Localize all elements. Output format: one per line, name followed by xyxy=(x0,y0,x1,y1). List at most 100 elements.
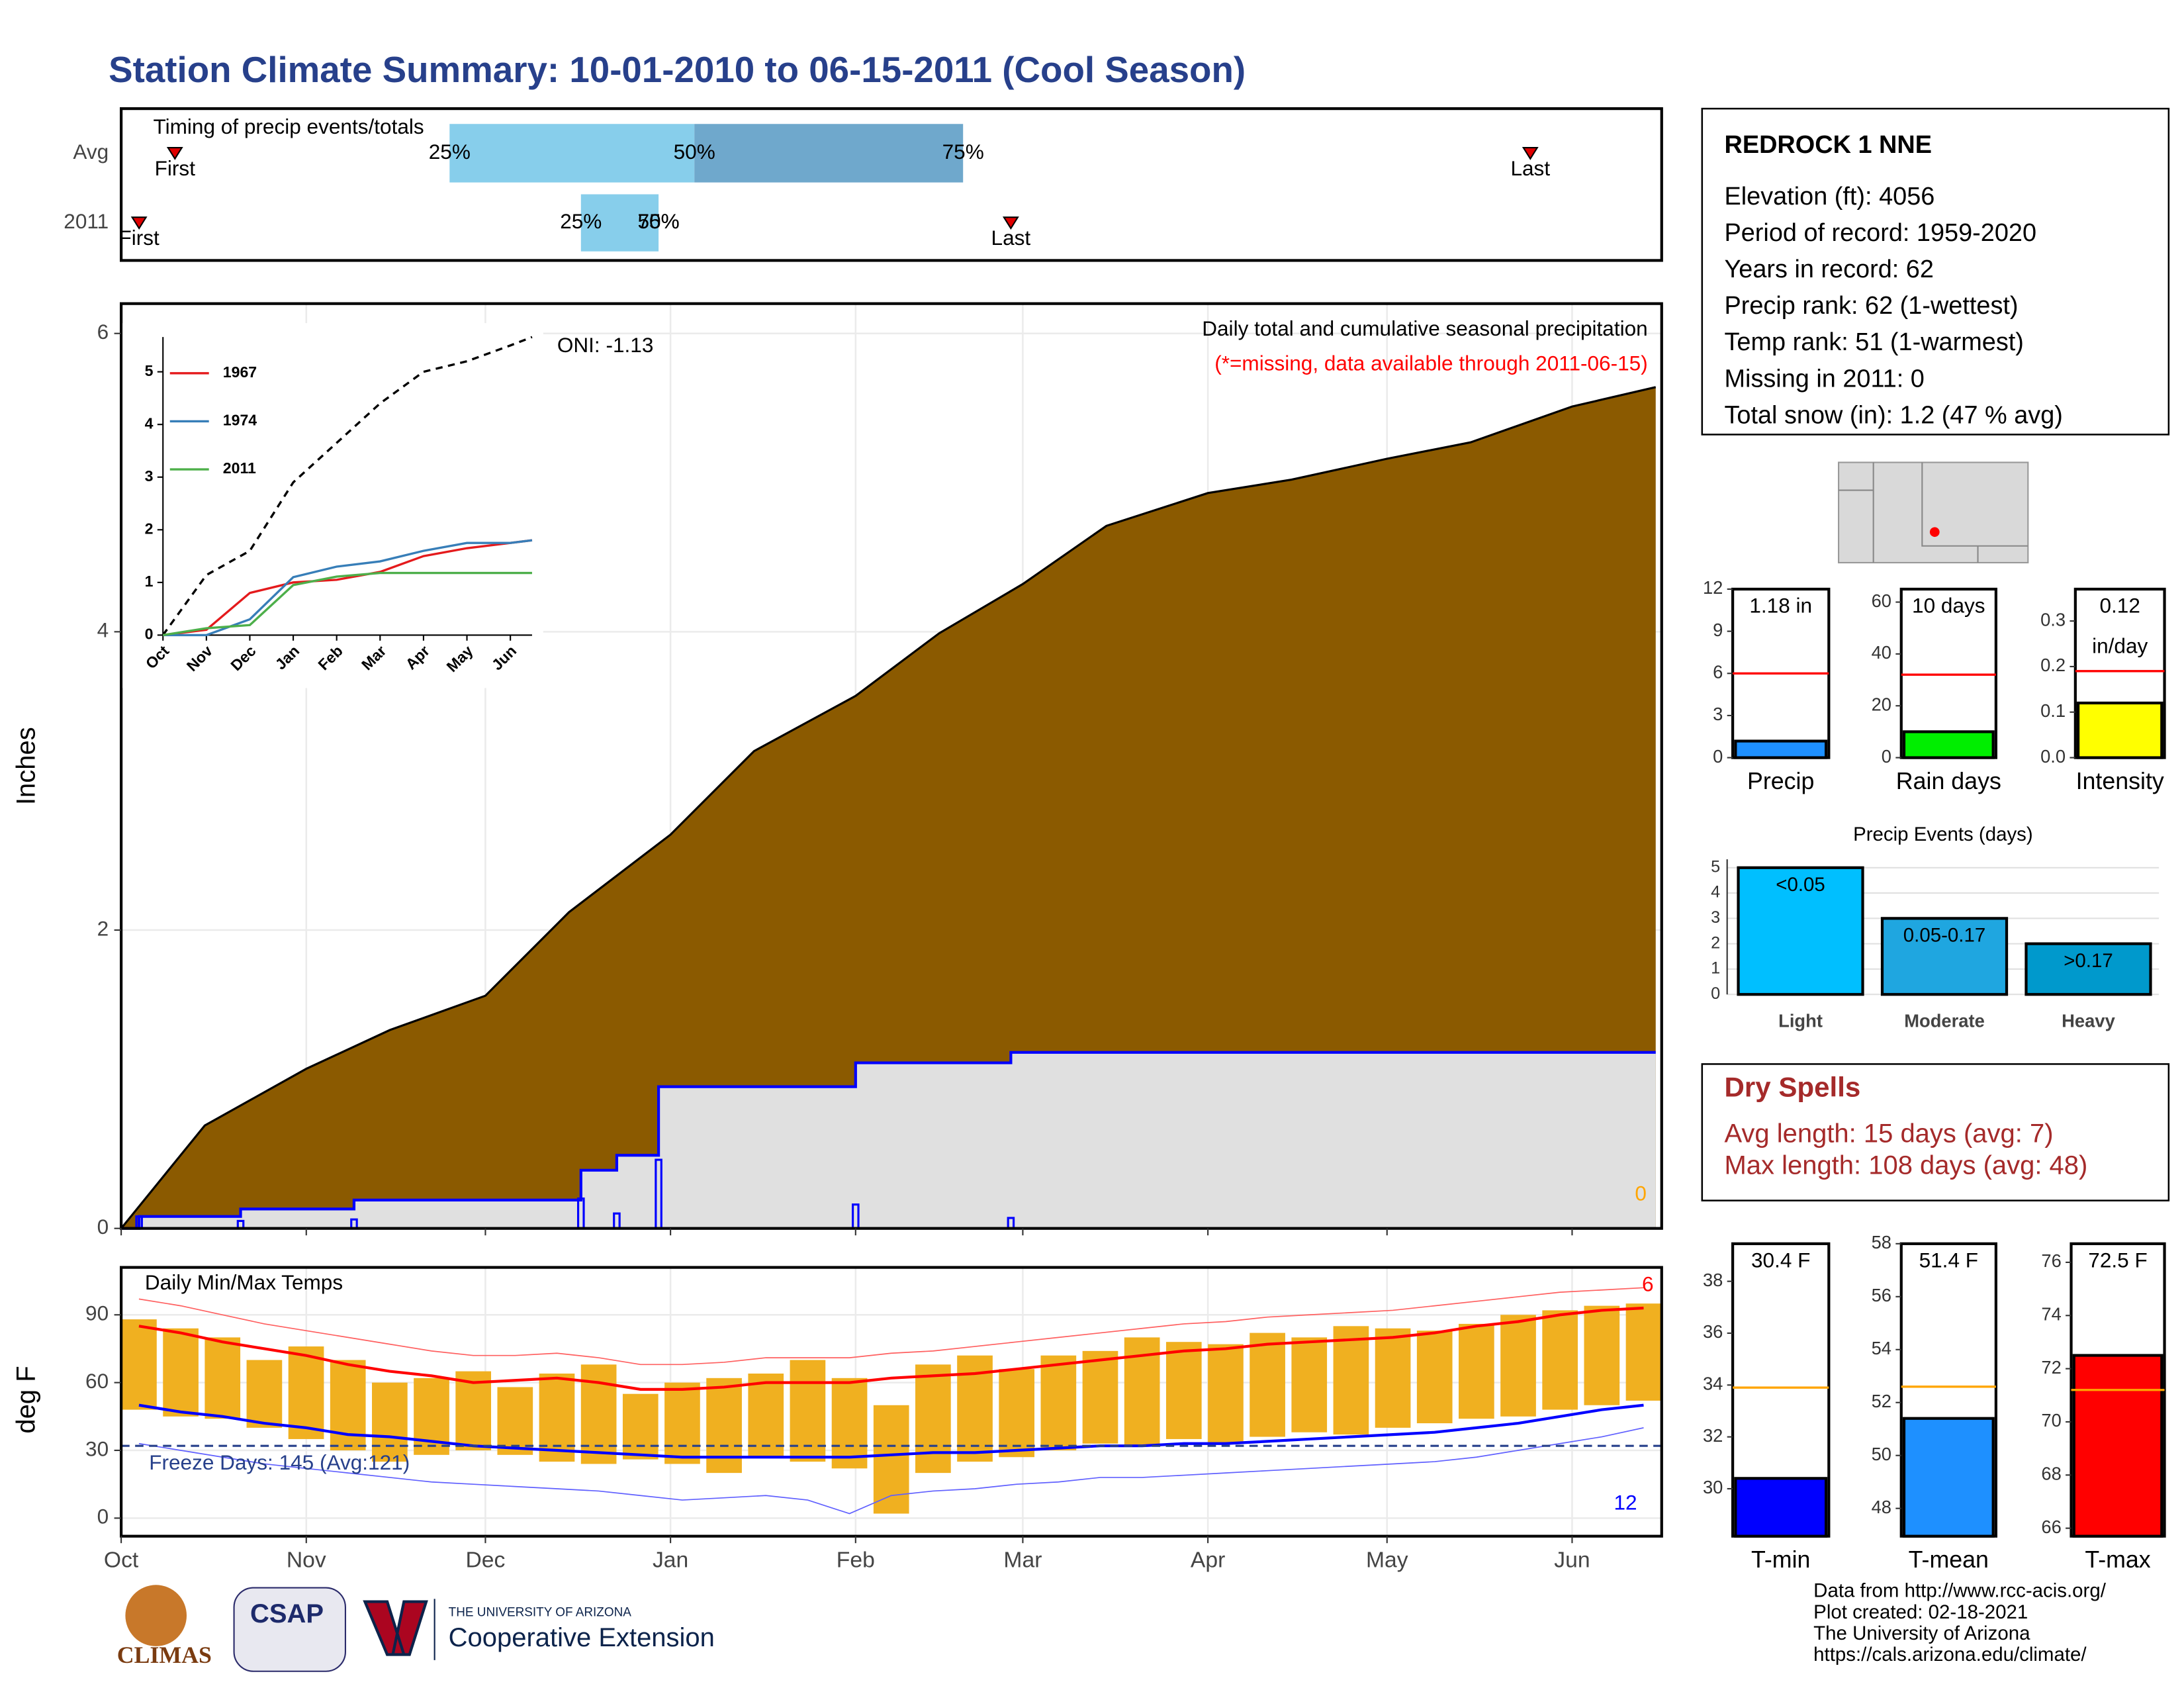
temp-range-bar xyxy=(915,1364,951,1474)
temp-range-bar xyxy=(246,1360,283,1428)
csap-logo xyxy=(233,1587,346,1672)
temp-range-bar xyxy=(497,1387,533,1455)
y-tick-label: 3 xyxy=(145,467,154,485)
gauge-bar xyxy=(1902,1417,1995,1538)
info-frame xyxy=(1701,107,2170,436)
y-tick-label: 36 xyxy=(1703,1321,1723,1342)
gauge-frame xyxy=(1899,587,1997,759)
page-title: Station Climate Summary: 10-01-2010 to 0… xyxy=(109,49,1246,90)
y-tick-label: 66 xyxy=(2041,1517,2061,1537)
gauge-label: Rain days xyxy=(1896,768,2001,794)
bar xyxy=(1880,917,2009,996)
temp-range-bar xyxy=(1584,1305,1620,1405)
y-tick-label: 0 xyxy=(1711,984,1720,1003)
record-min-line xyxy=(138,1427,1644,1515)
temp-range-bar xyxy=(1333,1326,1369,1435)
station-detail: Elevation (ft): 4056 xyxy=(1724,183,1934,211)
x-tick-label: Oct xyxy=(104,1548,139,1572)
current-fill xyxy=(121,1052,1656,1229)
legend-label: 1967 xyxy=(223,363,257,381)
station-dot xyxy=(1929,527,1940,538)
y-axis-title: Inches xyxy=(12,727,41,805)
y-tick-label: 0 xyxy=(145,626,154,643)
y-tick-label: 68 xyxy=(2041,1464,2061,1484)
temp-range-bar xyxy=(1500,1315,1536,1417)
x-tick-label: Feb xyxy=(837,1548,875,1572)
avg-max-line xyxy=(138,1306,1644,1391)
gauge-label: T-mean xyxy=(1909,1546,1989,1573)
dry-spells-title: Dry Spells xyxy=(1724,1071,1860,1102)
panel-frame xyxy=(119,1266,1663,1538)
y-tick-label: 60 xyxy=(85,1369,109,1393)
credit-line: Plot created: 02-18-2021 xyxy=(1813,1601,2028,1623)
dry-spells-detail: Avg length: 15 days (avg: 7) xyxy=(1724,1119,2053,1148)
temp-range-bar xyxy=(288,1346,324,1439)
y-tick-label: 76 xyxy=(2041,1250,2061,1271)
record-max-line xyxy=(138,1287,1644,1366)
x-tick-label: Nov xyxy=(287,1548,326,1572)
y-tick-label: 52 xyxy=(1872,1391,1891,1411)
y-tick-label: 0 xyxy=(97,1505,109,1528)
logo-text: Cooperative Extension xyxy=(449,1623,715,1652)
row-label: 2011 xyxy=(64,209,109,233)
event-marker xyxy=(1522,146,1539,160)
current-cumulative-line xyxy=(121,1051,1656,1230)
temp-range-bar xyxy=(999,1369,1035,1458)
y-tick-label: 5 xyxy=(145,362,154,379)
avg-line xyxy=(161,336,533,636)
chart-title: Precip Events (days) xyxy=(1853,823,2033,845)
y-tick-label: 30 xyxy=(1703,1477,1723,1497)
y-tick-label: 0.3 xyxy=(2040,609,2066,630)
y-tick-label: 30 xyxy=(85,1436,109,1460)
temp-range-bar xyxy=(1040,1355,1077,1451)
value-label: 30.4 F xyxy=(1751,1248,1810,1272)
x-tick-label: Jan xyxy=(653,1548,688,1572)
oni-label: ONI: -1.13 xyxy=(557,333,654,357)
y-tick-label: 1 xyxy=(145,573,154,590)
y-tick-label: 12 xyxy=(1703,577,1723,598)
temp-range-bar xyxy=(831,1378,868,1469)
bar xyxy=(1737,866,1864,996)
temp-range-bar xyxy=(1082,1350,1118,1444)
x-tick-label: Light xyxy=(1778,1011,1823,1031)
panel-frame xyxy=(119,302,1663,1230)
y-tick-label: 2 xyxy=(145,520,154,537)
bar xyxy=(2025,942,2152,996)
temp-range-bar xyxy=(622,1393,659,1460)
station-detail: Years in record: 62 xyxy=(1724,256,1933,283)
bar-label: <0.05 xyxy=(1776,874,1825,896)
temp-range-bar xyxy=(1250,1333,1285,1437)
station-name: REDROCK 1 NNE xyxy=(1724,131,1931,159)
location-map xyxy=(1838,461,2029,564)
y-tick-label: 9 xyxy=(1713,620,1723,640)
y-tick-label: 38 xyxy=(1703,1270,1723,1290)
bar-label: >0.17 xyxy=(2064,950,2113,972)
record-low-count: 12 xyxy=(1614,1491,1637,1515)
y-axis-title: deg F xyxy=(12,1366,41,1433)
logo-text: CSAP xyxy=(250,1599,324,1628)
temp-range-bar xyxy=(330,1360,366,1451)
y-tick-label: 0.0 xyxy=(2040,746,2066,767)
quantile-label: 50% xyxy=(674,140,715,164)
event-label: Last xyxy=(991,226,1031,250)
station-detail: Period of record: 1959-2020 xyxy=(1724,219,2036,247)
value-label: 72.5 F xyxy=(2088,1248,2147,1272)
snow-label: 0 xyxy=(1635,1182,1647,1205)
x-tick-label: Dec xyxy=(466,1548,506,1572)
y-tick-label: 1 xyxy=(1711,959,1720,978)
freeze-label: Freeze Days: 145 (Avg:121) xyxy=(149,1450,410,1474)
y-tick-label: 0.1 xyxy=(2040,700,2066,721)
y-tick-label: 70 xyxy=(2041,1410,2061,1430)
annotation: Daily total and cumulative seasonal prec… xyxy=(1202,316,1647,340)
dry-spells-detail: Max length: 108 days (avg: 48) xyxy=(1724,1151,2087,1180)
gauge-bar xyxy=(1902,730,1995,759)
y-tick-label: 4 xyxy=(145,414,154,432)
temp-range-bar xyxy=(1625,1303,1662,1401)
temp-range-bar xyxy=(748,1373,784,1458)
series-line xyxy=(162,571,532,637)
gauge-label: Precip xyxy=(1747,768,1814,794)
record-high-count: 6 xyxy=(1642,1272,1654,1295)
y-tick-label: 3 xyxy=(1711,908,1720,927)
avg-min-line xyxy=(138,1403,1644,1459)
